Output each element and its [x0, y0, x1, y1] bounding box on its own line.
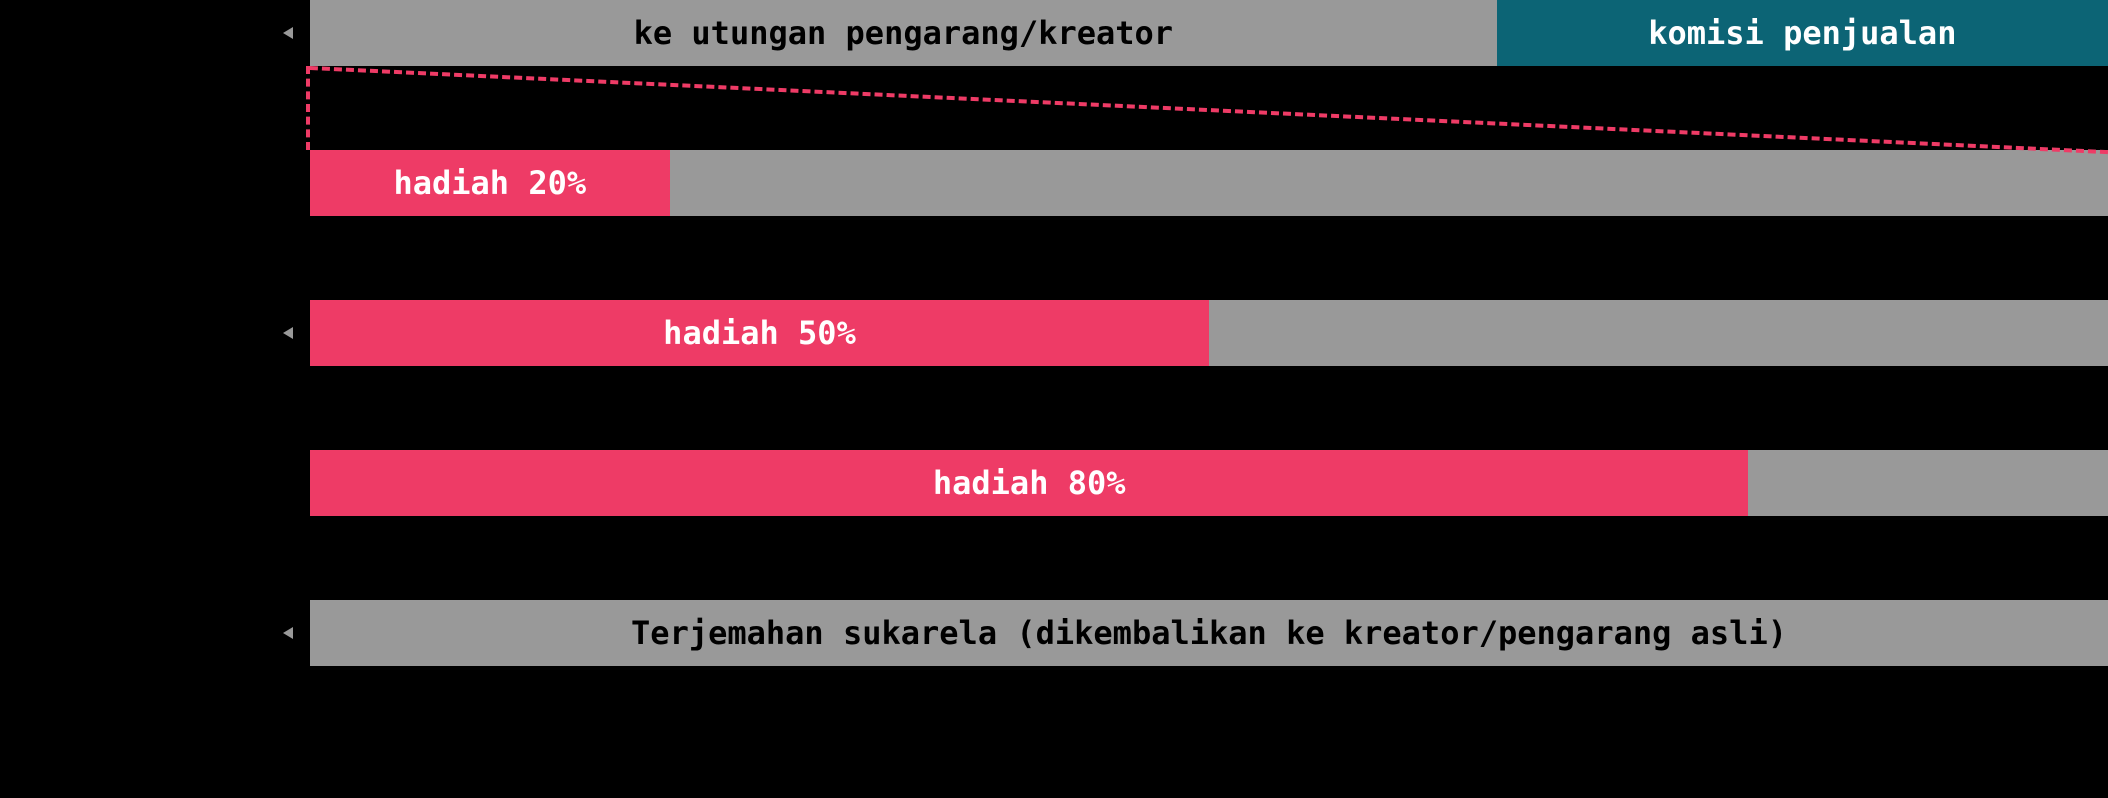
row-marker-2 — [283, 327, 293, 339]
chart-area: ke utungan pengarang/kreator komisi penj… — [310, 0, 2108, 798]
row-0-seg-right: komisi penjualan — [1497, 0, 2108, 66]
row-0: ke utungan pengarang/kreator komisi penj… — [310, 0, 2108, 66]
row-3: hadiah 80% — [310, 450, 2108, 516]
row-marker-0 — [283, 27, 293, 39]
row-4-seg: Terjemahan sukarela (dikembalikan ke kre… — [310, 600, 2108, 666]
row-0-seg-left: ke utungan pengarang/kreator — [310, 0, 1497, 66]
row-marker-4 — [283, 627, 293, 639]
row-1-seg-pink: hadiah 20% — [310, 150, 670, 216]
row-3-seg-grey — [1748, 450, 2108, 516]
dashed-connector-right — [310, 66, 2108, 154]
row-2-seg-pink: hadiah 50% — [310, 300, 1209, 366]
row-3-seg-pink: hadiah 80% — [310, 450, 1748, 516]
row-2-seg-grey — [1209, 300, 2108, 366]
row-1: hadiah 20% — [310, 150, 2108, 216]
dashed-connector-left — [306, 66, 310, 150]
row-4: Terjemahan sukarela (dikembalikan ke kre… — [310, 600, 2108, 666]
row-1-seg-grey — [670, 150, 2108, 216]
row-2: hadiah 50% — [310, 300, 2108, 366]
